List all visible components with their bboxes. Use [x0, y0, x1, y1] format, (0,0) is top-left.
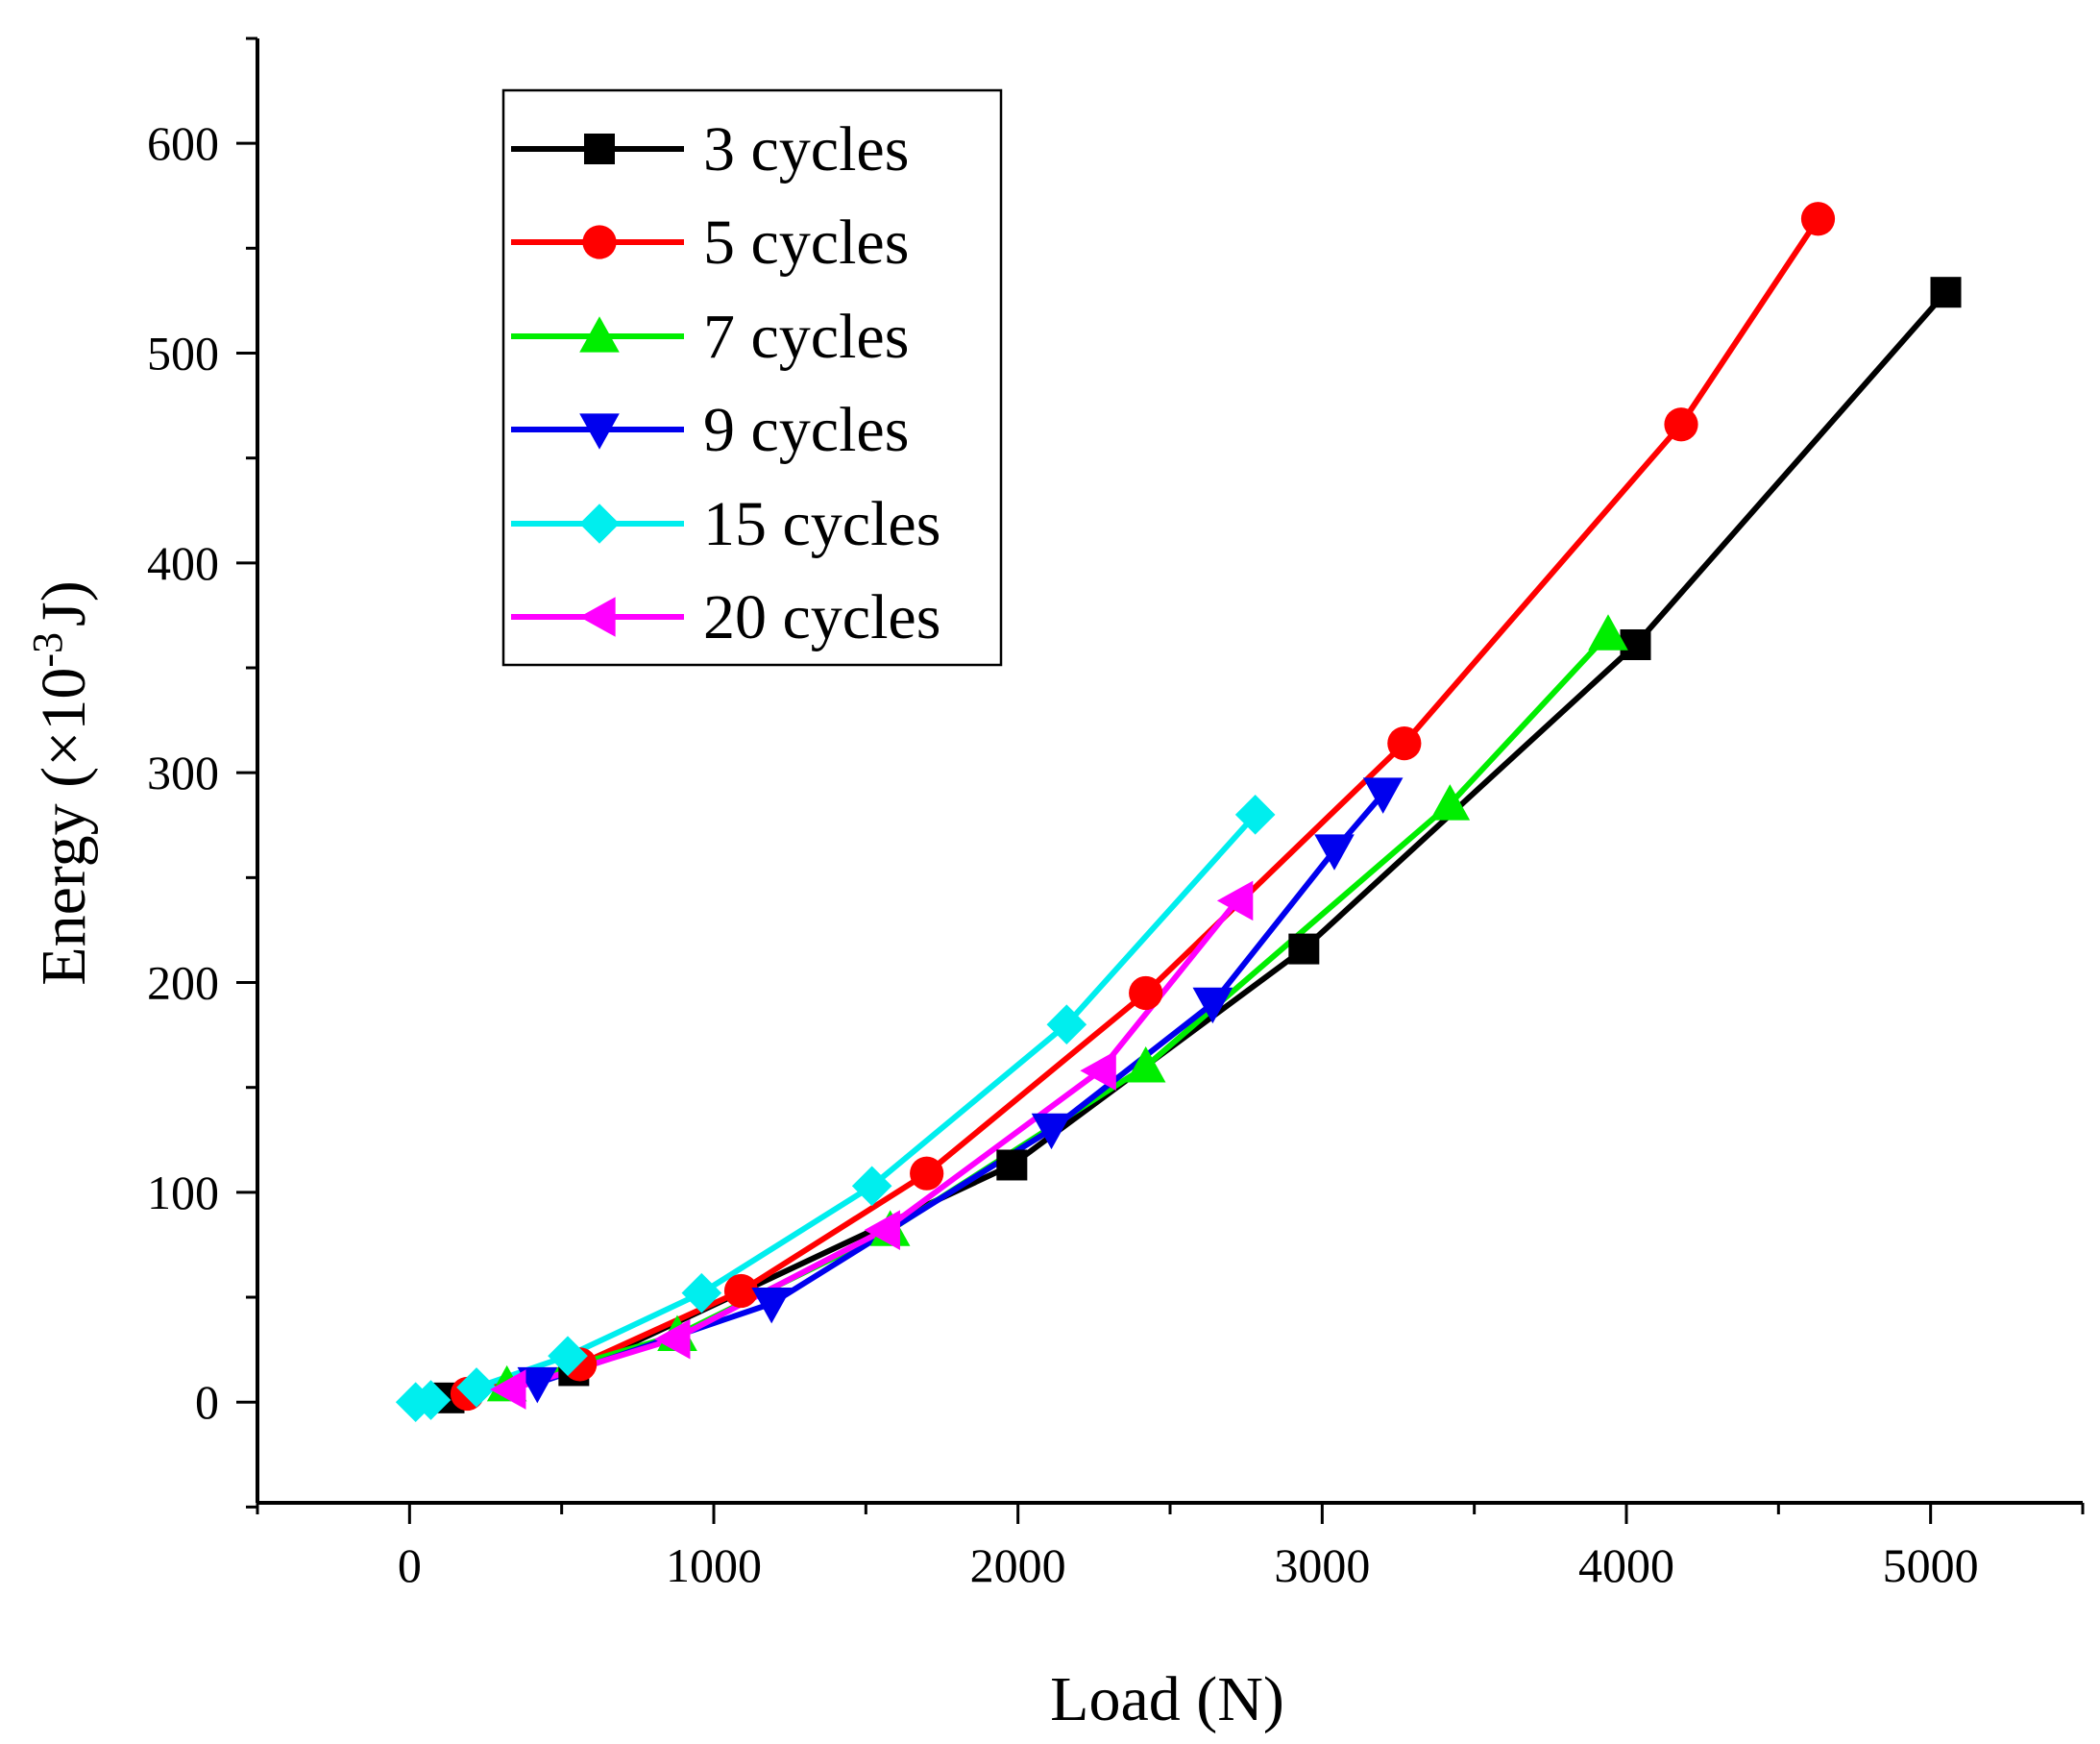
- y-axis-title-main: Energy (×10: [29, 668, 99, 986]
- legend-marker: [579, 504, 620, 544]
- data-point-15-cycles: [548, 1336, 588, 1376]
- data-point-9-cycles: [1314, 834, 1355, 871]
- data-point-20-cycles: [490, 1369, 526, 1410]
- data-point-3-cycles: [1620, 628, 1651, 660]
- y-tick-label: 200: [147, 956, 219, 1010]
- data-point-3-cycles: [1288, 933, 1320, 965]
- legend-marker: [584, 134, 615, 164]
- data-point-20-cycles: [864, 1210, 900, 1250]
- y-tick-label: 0: [195, 1375, 219, 1429]
- data-point-7-cycles: [1125, 1046, 1166, 1083]
- series-markers: [395, 202, 1962, 1422]
- legend-marker: [579, 413, 620, 450]
- series-line-5-cycles: [466, 217, 1820, 1397]
- x-axis-title: Load (N): [1050, 1664, 1284, 1734]
- data-point-15-cycles: [410, 1380, 452, 1420]
- y-axis-title-unit: J): [29, 580, 99, 626]
- legend: 3 cycles 5 cycles 7 cycles 9 cycles 15 cycle…: [501, 88, 1003, 667]
- data-point-9-cycles: [517, 1366, 558, 1404]
- data-point-9-cycles: [1192, 987, 1233, 1024]
- y-tick-label: 100: [147, 1166, 219, 1219]
- y-tick-label: 600: [147, 116, 219, 170]
- data-point-15-cycles: [1046, 1004, 1087, 1044]
- y-tick-label: 400: [147, 536, 219, 590]
- data-point-5-cycles: [723, 1273, 759, 1309]
- data-point-5-cycles: [910, 1156, 944, 1191]
- legend-label: 7 cycles: [703, 302, 909, 372]
- data-point-15-cycles: [456, 1367, 497, 1408]
- legend-label: 5 cycles: [703, 208, 909, 278]
- legend-box: [501, 88, 1003, 667]
- legend-label: 3 cycles: [703, 114, 909, 184]
- data-point-5-cycles: [1664, 407, 1698, 442]
- legend-marker: [579, 316, 620, 353]
- legend-marker: [582, 225, 617, 259]
- data-point-15-cycles: [681, 1272, 722, 1314]
- y-tick-label: 300: [147, 746, 219, 799]
- data-point-9-cycles: [1031, 1113, 1072, 1150]
- data-point-5-cycles: [1129, 975, 1163, 1011]
- data-point-7-cycles: [1429, 784, 1471, 821]
- data-point-3-cycles: [1930, 277, 1962, 308]
- x-tick-label: 2000: [970, 1538, 1066, 1592]
- legend-label: 15 cycles: [703, 489, 940, 559]
- data-point-20-cycles: [1216, 880, 1254, 921]
- legend-label: 20 cycles: [703, 582, 940, 652]
- data-point-5-cycles: [1800, 202, 1836, 236]
- y-axis-title: Energy (×10-3 J): [24, 580, 99, 985]
- data-point-5-cycles: [1387, 726, 1422, 761]
- y-axis-title-superscript: -3: [24, 632, 71, 668]
- x-tick-label: 1000: [666, 1538, 762, 1592]
- data-point-3-cycles: [996, 1149, 1028, 1181]
- x-tick-label: 5000: [1883, 1538, 1979, 1592]
- data-point-9-cycles: [751, 1287, 792, 1324]
- data-point-20-cycles: [1080, 1050, 1116, 1092]
- x-tick-label: 0: [398, 1538, 422, 1592]
- data-point-20-cycles: [654, 1318, 691, 1360]
- x-tick-label: 4000: [1578, 1538, 1674, 1592]
- legend-label: 9 cycles: [703, 395, 909, 465]
- data-point-15-cycles: [851, 1166, 892, 1207]
- data-point-15-cycles: [1234, 795, 1276, 835]
- y-tick-label: 500: [147, 327, 219, 381]
- data-point-7-cycles: [1588, 614, 1628, 651]
- data-point-9-cycles: [1362, 777, 1404, 814]
- axes: 0 1000 2000 3000 4000 5000 0 100 200 300 400 500 600: [147, 37, 2085, 1592]
- x-tick-label: 3000: [1274, 1538, 1370, 1592]
- legend-marker: [579, 597, 616, 637]
